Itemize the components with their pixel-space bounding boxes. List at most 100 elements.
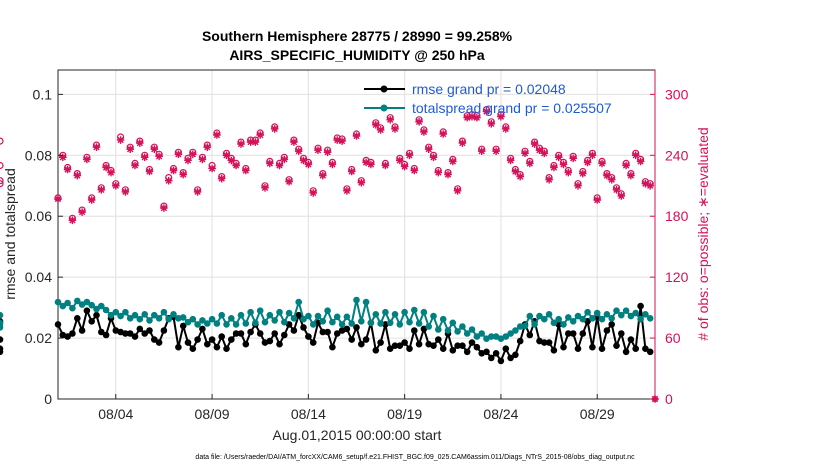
rmse-point — [300, 324, 307, 331]
totalspread-point — [516, 323, 524, 330]
rmse-point — [223, 345, 230, 353]
obs-evaluated-point — [184, 156, 192, 165]
y-left-tick-label: 0.1 — [33, 86, 53, 102]
rmse-point — [88, 318, 95, 325]
rmse-point — [541, 339, 548, 346]
y-right-tick-label: 180 — [665, 208, 689, 224]
totalspread-point — [179, 314, 187, 321]
chart-title-line-1: Southern Hemisphere 28775 / 28990 = 99.2… — [202, 28, 513, 44]
obs-evaluated-point — [631, 151, 640, 160]
obs-evaluated-point — [463, 113, 471, 122]
totalspread-point — [411, 306, 418, 314]
totalspread-point — [449, 319, 457, 327]
obs-evaluated-point — [237, 140, 245, 148]
rmse-point — [565, 330, 572, 337]
totalspread-point — [565, 314, 572, 321]
rmse-point — [184, 339, 192, 346]
rmse-point — [329, 343, 336, 351]
totalspread-point — [232, 321, 240, 328]
totalspread-point — [396, 321, 404, 328]
obs-evaluated-point — [261, 184, 269, 192]
totalspread-point — [622, 307, 630, 315]
rmse-point — [237, 330, 245, 337]
rmse-point — [396, 342, 404, 350]
rmse-point — [488, 354, 495, 362]
rmse-point — [131, 333, 139, 340]
obs-evaluated-point — [232, 161, 240, 170]
legend-marker-totalspread — [380, 104, 388, 112]
obs-evaluated-point — [550, 163, 558, 172]
totalspread-point — [300, 315, 307, 323]
totalspread-point — [88, 301, 95, 309]
totalspread-point — [608, 315, 615, 322]
obs-evaluated-point — [145, 167, 154, 176]
rmse-point — [122, 330, 129, 337]
totalspread-point — [560, 321, 567, 328]
totalspread-point — [261, 318, 269, 326]
obs-evaluated-point — [391, 125, 399, 133]
rmse-point — [569, 330, 577, 337]
totalspread-point — [618, 311, 625, 319]
rmse-point — [0, 348, 4, 356]
obs-evaluated-point — [545, 175, 553, 184]
rmse-point — [69, 330, 76, 337]
totalspread-point — [285, 309, 293, 317]
totalspread-point — [531, 321, 538, 328]
totalspread-point — [463, 330, 471, 337]
obs-evaluated-point — [87, 196, 96, 204]
rmse-point — [613, 342, 620, 350]
totalspread-point — [237, 311, 245, 319]
ticks: 08/04 08/09 08/14 08/19 08/24 08/29 0 0.02 0.04 0… — [25, 70, 689, 422]
y-right-tick-label: 0 — [665, 391, 673, 407]
rmse-point — [406, 345, 413, 353]
obs-evaluated-point — [612, 186, 621, 194]
rmse-point — [589, 343, 596, 351]
x-tick-label: 08/04 — [98, 406, 133, 422]
totalspread-point — [141, 311, 148, 318]
obs-evaluated-point — [203, 143, 212, 151]
totalspread-point — [343, 313, 351, 321]
totalspread-point — [425, 323, 433, 330]
obs-evaluated-point — [530, 140, 539, 148]
obs-evaluated-point — [193, 188, 202, 196]
totalspread-point — [377, 320, 384, 327]
totalspread-point — [155, 315, 163, 322]
totalspread-point — [309, 321, 317, 328]
totalspread-point — [603, 311, 611, 318]
totalspread-point — [324, 307, 331, 315]
totalspread-point — [199, 317, 206, 324]
totalspread-point — [454, 328, 461, 335]
totalspread-point — [439, 315, 447, 323]
obs-evaluated-point — [126, 145, 134, 153]
totalspread-point — [107, 311, 115, 319]
totalspread-point — [367, 319, 375, 327]
totalspread-point — [319, 318, 327, 325]
obs-evaluated-point — [97, 186, 106, 194]
totalspread-point — [223, 321, 230, 328]
obs-possible-point — [0, 161, 4, 170]
totalspread-point — [189, 315, 197, 323]
obs-evaluated-point — [208, 164, 216, 173]
x-axis-label: Aug.01,2015 00:00:00 start — [273, 427, 442, 443]
obs-evaluated-point — [521, 149, 529, 158]
y-left-tick-label: 0.02 — [25, 330, 52, 346]
rmse-point — [348, 336, 356, 343]
obs-evaluated-point — [535, 146, 544, 154]
rmse-point — [102, 331, 110, 339]
rmse-point — [204, 340, 211, 348]
totalspread-point — [589, 315, 596, 322]
obs-evaluated-point — [458, 139, 467, 147]
obs-evaluated-point — [116, 136, 125, 144]
obs-evaluated-point — [63, 165, 72, 174]
obs-evaluated-point — [217, 174, 226, 183]
rmse-point — [290, 327, 298, 334]
rmse-point — [598, 345, 606, 353]
rmse-point — [208, 336, 216, 343]
totalspread-point — [391, 311, 399, 318]
totalspread-point — [69, 304, 76, 312]
rmse-point — [632, 345, 639, 353]
totalspread-point — [165, 315, 172, 323]
rmse-point — [333, 330, 341, 337]
obs-evaluated-point — [588, 151, 597, 160]
rmse-point — [93, 311, 100, 319]
